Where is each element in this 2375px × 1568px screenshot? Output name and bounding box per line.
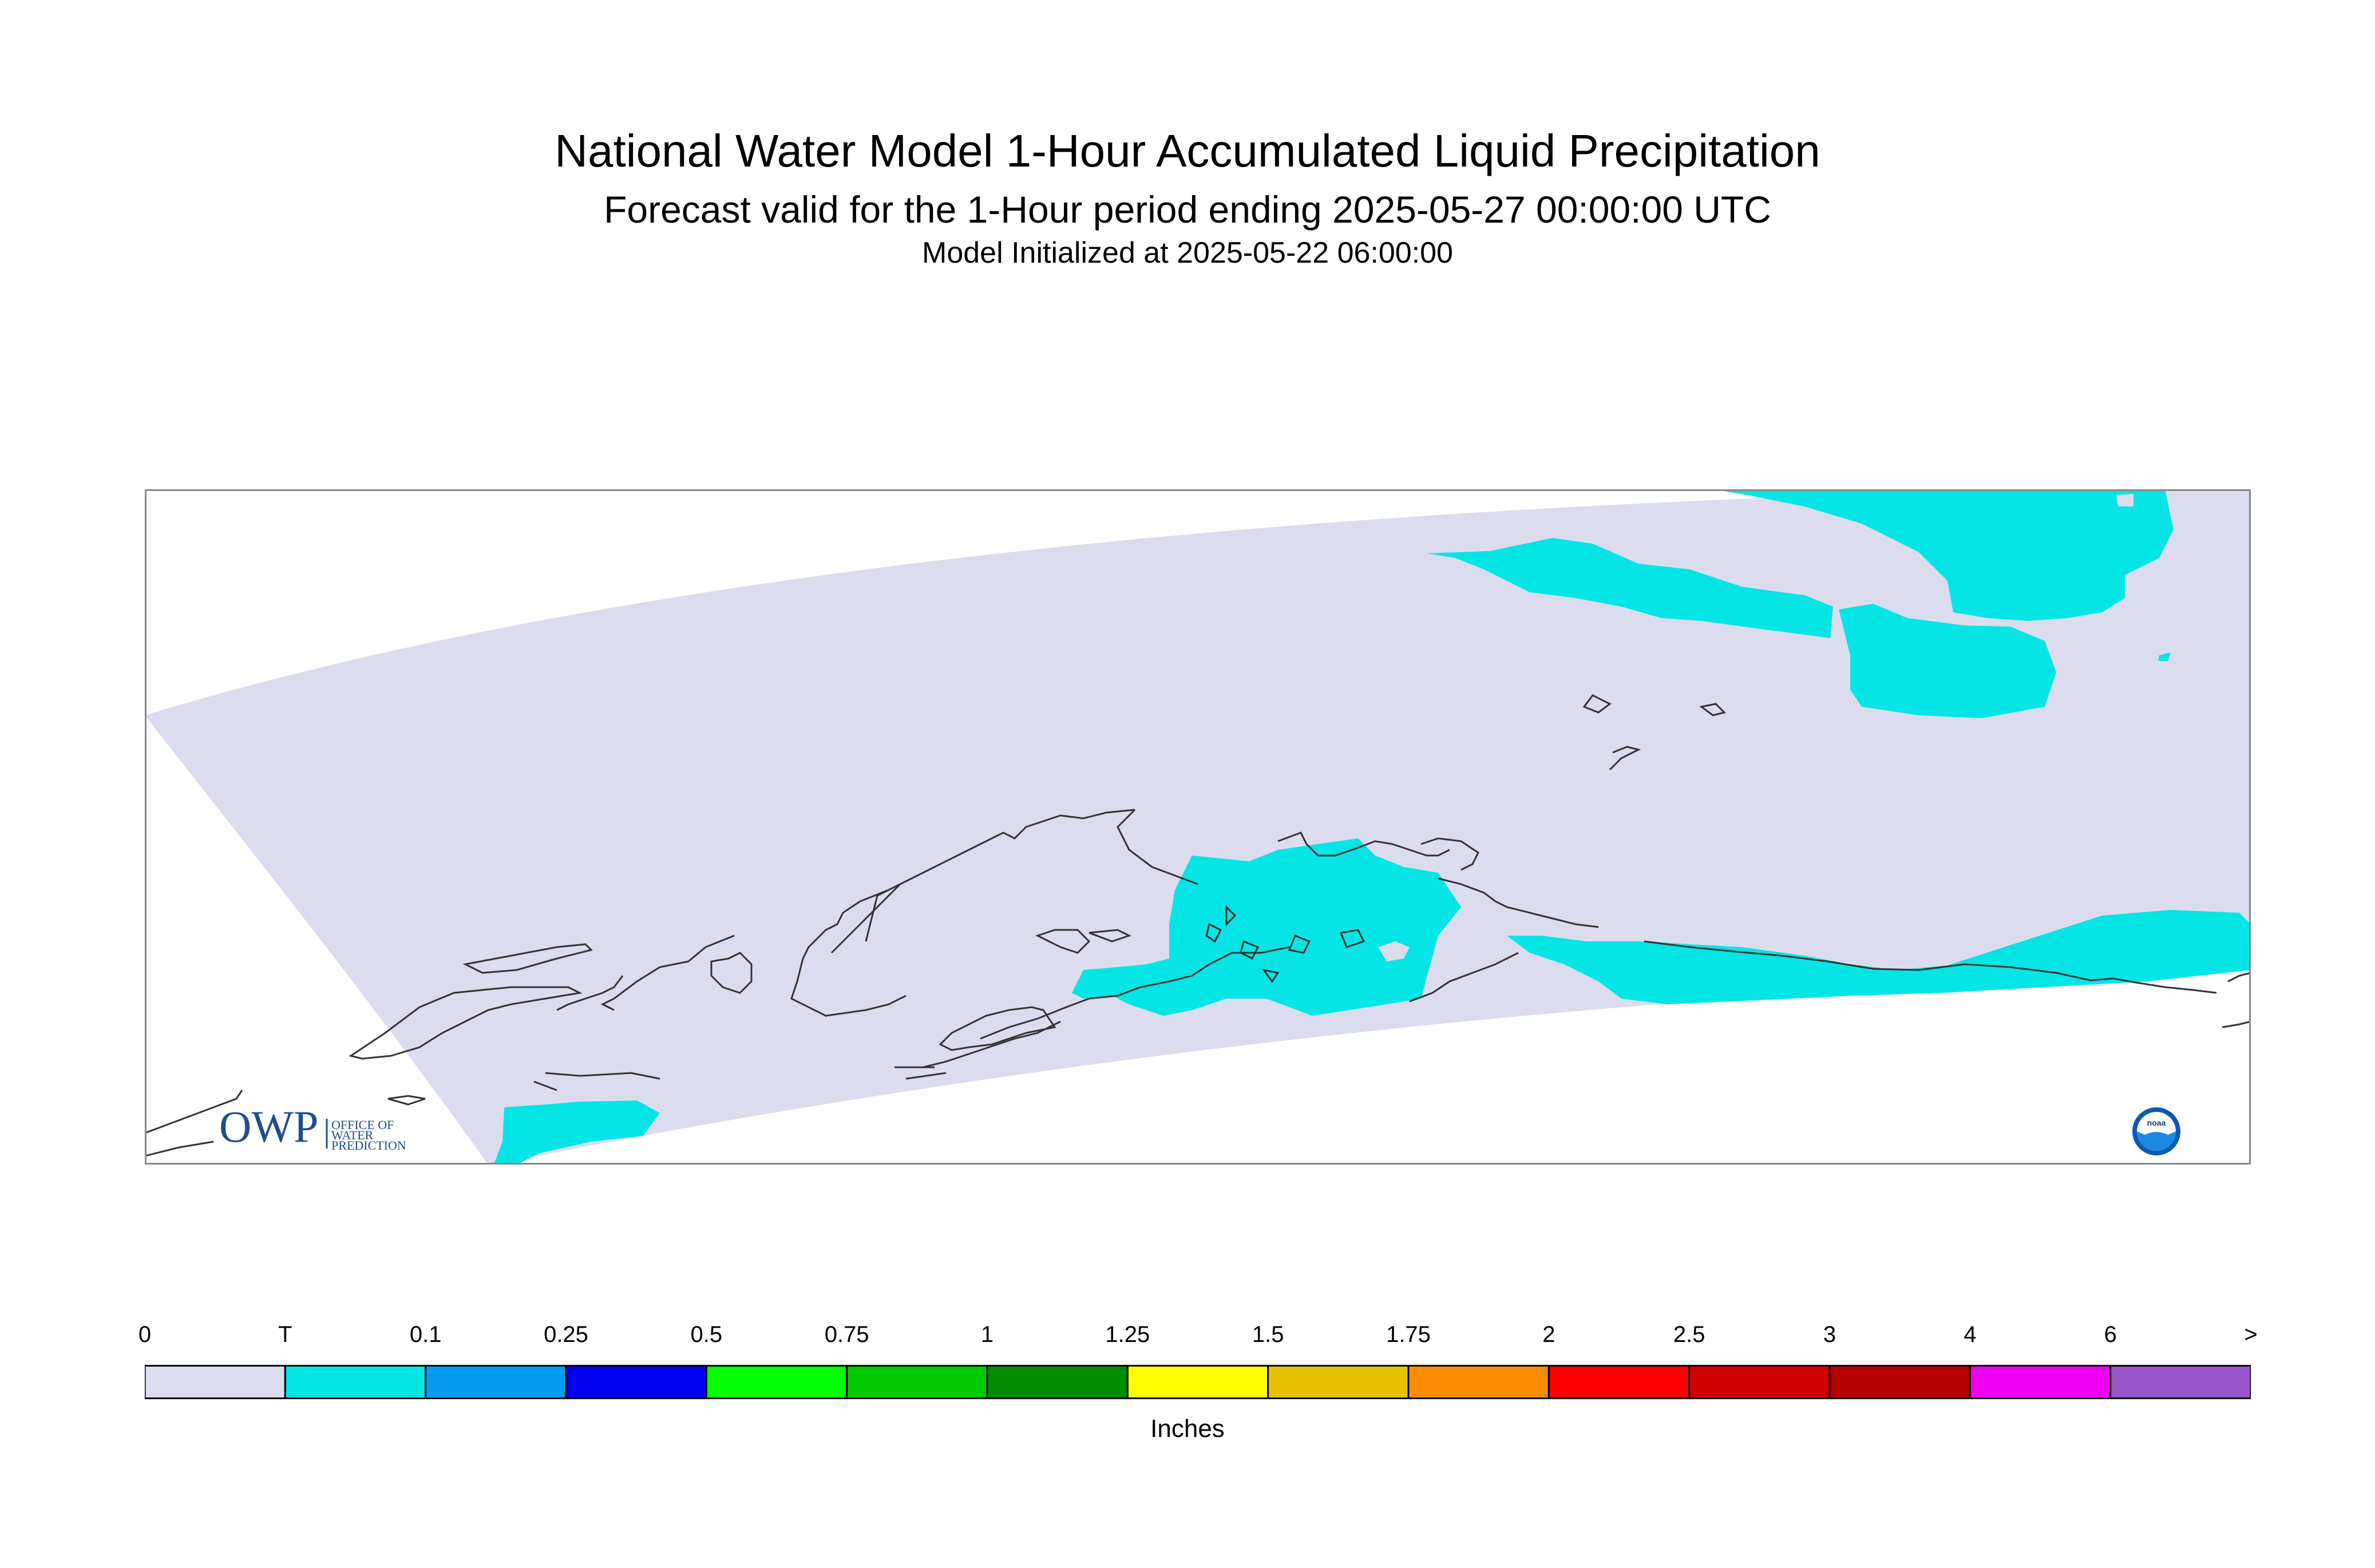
noaa-logo: noaa <box>2132 1107 2180 1155</box>
model-init-label: Model Initialized at 2025-05-22 06:00:00 <box>922 236 1453 270</box>
legend-tick-label: 0.25 <box>544 1322 588 1347</box>
legend-bin <box>425 1365 567 1399</box>
legend-bin <box>705 1365 848 1399</box>
trace-precip-areas <box>494 489 2251 1165</box>
legend-tick-label: 3 <box>1823 1322 1836 1347</box>
legend-bin <box>565 1365 707 1399</box>
legend-bin <box>846 1365 988 1399</box>
legend-tick-label: 0.1 <box>409 1322 442 1347</box>
noaa-logo-text: noaa <box>2147 1118 2166 1127</box>
model-domain <box>145 489 2251 1165</box>
legend-tick-label: 0.5 <box>690 1322 723 1347</box>
map-title: National Water Model 1-Hour Accumulated … <box>555 125 1820 176</box>
legend-tick-label: 1.5 <box>1252 1322 1284 1347</box>
legend-bin <box>1547 1365 1691 1399</box>
owp-logo-sub2: WATER <box>331 1128 374 1142</box>
legend-tick-label: 2.5 <box>1673 1322 1705 1347</box>
owp-logo-sub1: OFFICE OF <box>331 1118 394 1132</box>
legend-colorbar <box>145 1365 2251 1399</box>
legend-tick-label: 1.25 <box>1105 1322 1150 1347</box>
legend-tick-label: 6 <box>2104 1322 2117 1347</box>
legend-bin <box>986 1365 1129 1399</box>
owp-logo-sub3: PREDICTION <box>331 1138 406 1153</box>
legend-bin <box>284 1365 427 1399</box>
legend-tick-label: 1 <box>980 1322 994 1347</box>
legend-bin <box>1267 1365 1410 1399</box>
legend-bin <box>1828 1365 1971 1399</box>
legend-tick-label: T <box>278 1322 292 1347</box>
legend-tick-label: > <box>2244 1322 2258 1347</box>
forecast-valid-subtitle: Forecast valid for the 1-Hour period end… <box>604 188 1771 231</box>
legend-bin <box>1126 1365 1269 1399</box>
legend-units-label: Inches <box>1150 1415 1225 1443</box>
legend-tick-label: 1.75 <box>1386 1322 1431 1347</box>
legend-bin <box>2109 1365 2251 1399</box>
owp-logo-text: OWP <box>219 1102 318 1151</box>
legend-tick-label: 0 <box>138 1322 152 1347</box>
legend-bin <box>145 1365 286 1399</box>
legend-bin <box>1407 1365 1550 1399</box>
legend-tick-label: 4 <box>1964 1322 1977 1347</box>
legend-bin <box>1969 1365 2112 1399</box>
owp-logo: OWP OFFICE OF WATER PREDICTION <box>219 1102 406 1153</box>
coastlines <box>145 694 2251 1157</box>
legend-tick-label: 0.75 <box>824 1322 869 1347</box>
legend-bin <box>1688 1365 1831 1399</box>
legend-tick-label: 2 <box>1542 1322 1555 1347</box>
precipitation-map: OWP OFFICE OF WATER PREDICTION noaa <box>145 489 2251 1165</box>
map-frame <box>145 489 2251 1165</box>
